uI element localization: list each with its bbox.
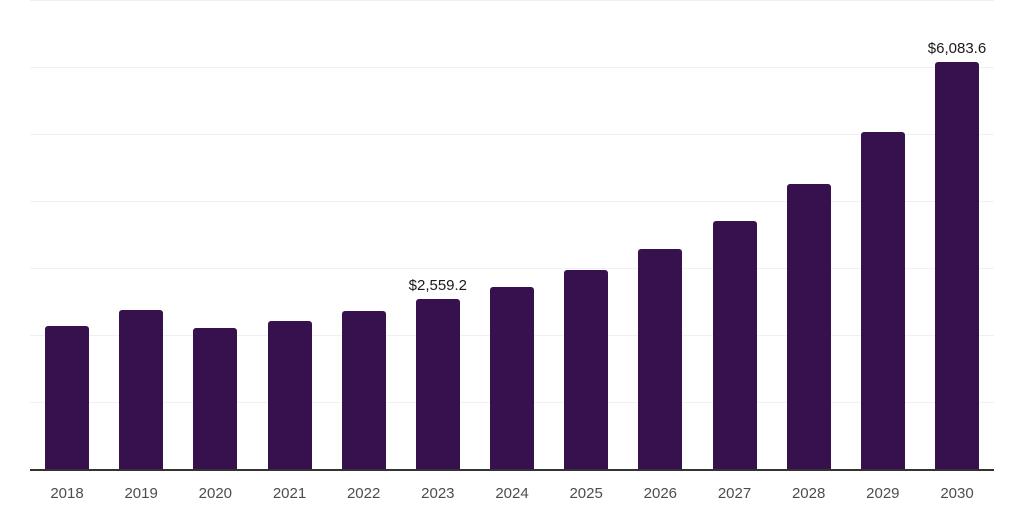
x-tick-label-2019: 2019 — [124, 485, 158, 502]
bar-2022 — [341, 310, 386, 470]
bar-2023 — [415, 298, 460, 470]
x-tick-label-2021: 2021 — [272, 485, 307, 502]
bar-2025 — [564, 269, 609, 470]
bar-2026 — [638, 248, 683, 470]
x-tick-label-2025: 2025 — [569, 485, 603, 502]
gridline — [30, 268, 994, 269]
gridline — [30, 134, 994, 135]
bar-2028 — [786, 183, 831, 470]
x-tick-label-2026: 2026 — [643, 485, 678, 502]
bar-2018 — [45, 325, 89, 470]
x-tick-label-2022: 2022 — [346, 485, 381, 502]
x-tick-label-2030: 2030 — [940, 485, 974, 502]
bar-2030 — [935, 62, 979, 470]
data-label-2023: $2,559.2 — [408, 276, 468, 294]
bar-2029 — [860, 132, 905, 470]
gridline — [30, 0, 994, 1]
x-tick-label-2028: 2028 — [791, 485, 826, 502]
gridline — [30, 201, 994, 202]
bar-2021 — [267, 320, 312, 470]
x-tick-label-2020: 2020 — [198, 485, 233, 502]
x-tick-label-2024: 2024 — [495, 485, 529, 502]
x-axis-line — [30, 469, 994, 471]
gridline — [30, 67, 994, 68]
data-label-2030: $6,083.6 — [927, 40, 987, 58]
x-tick-label-2027: 2027 — [717, 485, 752, 502]
x-tick-label-2018: 2018 — [50, 485, 84, 502]
x-tick-label-2029: 2029 — [866, 485, 900, 502]
x-tick-label-2023: 2023 — [421, 485, 455, 502]
bar-2020 — [193, 328, 238, 470]
bar-2024 — [490, 286, 534, 470]
bar-2019 — [119, 310, 164, 470]
bar-2027 — [712, 220, 757, 470]
